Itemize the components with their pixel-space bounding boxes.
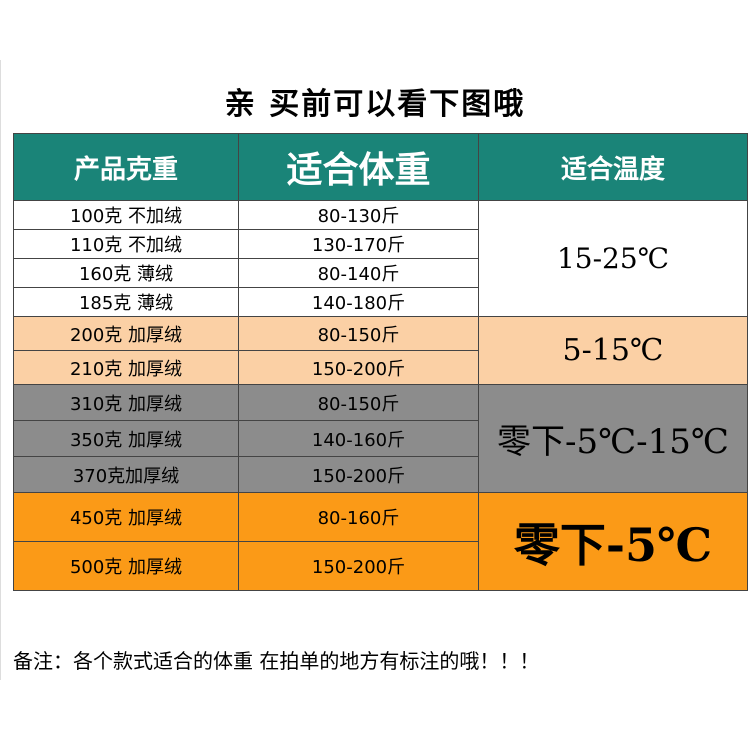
- gram-cell: 450克 加厚绒: [13, 492, 239, 542]
- temperature-cell: 5-15℃: [478, 316, 748, 385]
- table-row: 500克 加厚绒 150-200斤: [13, 541, 748, 591]
- gram-cell: 500克 加厚绒: [13, 541, 239, 591]
- gram-cell: 210克 加厚绒: [13, 350, 239, 385]
- left-divider: [0, 60, 1, 680]
- page-title: 亲 买前可以看下图哦: [224, 87, 526, 122]
- weight-cell: 150-200斤: [238, 541, 479, 591]
- gram-cell: 310克 加厚绒: [13, 384, 239, 421]
- weight-cell: 80-130斤: [238, 200, 479, 230]
- table-row: 370克加厚绒 150-200斤: [13, 456, 748, 493]
- table-row: 185克 薄绒 140-180斤: [13, 287, 748, 317]
- gram-cell: 110克 不加绒: [13, 229, 239, 259]
- header-product-weight: 产品克重: [13, 133, 239, 201]
- size-chart-table: 产品克重 适合体重 适合温度 100克 不加绒 80-130斤 15-25℃ 1…: [13, 133, 748, 591]
- temperature-cell: 零下-5℃-15℃: [478, 384, 748, 493]
- weight-cell: 80-160斤: [238, 492, 479, 542]
- temperature-cell: 15-25℃: [478, 200, 748, 317]
- weight-cell: 80-150斤: [238, 384, 479, 421]
- gram-cell: 160克 薄绒: [13, 258, 239, 288]
- gram-cell: 200克 加厚绒: [13, 316, 239, 351]
- weight-cell: 140-180斤: [238, 287, 479, 317]
- header-suitable-body-weight: 适合体重: [238, 133, 479, 201]
- gram-cell: 100克 不加绒: [13, 200, 239, 230]
- table-row: 100克 不加绒 80-130斤 15-25℃: [13, 200, 748, 317]
- weight-cell: 150-200斤: [238, 456, 479, 493]
- table-row: 450克 加厚绒 80-160斤 零下-5℃: [13, 492, 748, 591]
- gram-cell: 370克加厚绒: [13, 456, 239, 493]
- header-suitable-temperature: 适合温度: [478, 133, 748, 201]
- temperature-cell: 零下-5℃: [478, 492, 748, 591]
- table-row: 350克 加厚绒 140-160斤: [13, 420, 748, 457]
- weight-cell: 140-160斤: [238, 420, 479, 457]
- table-row: 110克 不加绒 130-170斤: [13, 229, 748, 259]
- table-row: 210克 加厚绒 150-200斤: [13, 350, 748, 385]
- gram-cell: 350克 加厚绒: [13, 420, 239, 457]
- table-row: 200克 加厚绒 80-150斤 5-15℃: [13, 316, 748, 385]
- weight-cell: 150-200斤: [238, 350, 479, 385]
- footer-note: 备注：各个款式适合的体重 在拍单的地方有标注的哦！！！: [13, 649, 540, 673]
- weight-cell: 130-170斤: [238, 229, 479, 259]
- table-row: 310克 加厚绒 80-150斤 零下-5℃-15℃: [13, 384, 748, 493]
- weight-cell: 80-150斤: [238, 316, 479, 351]
- gram-cell: 185克 薄绒: [13, 287, 239, 317]
- table-header-row: 产品克重 适合体重 适合温度: [13, 133, 748, 201]
- weight-cell: 80-140斤: [238, 258, 479, 288]
